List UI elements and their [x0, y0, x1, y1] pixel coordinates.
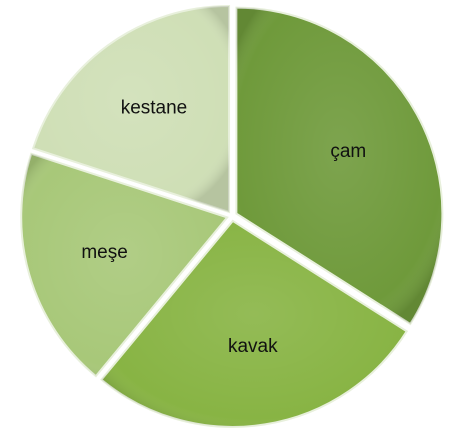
slice-label: meşe: [81, 242, 127, 263]
slice-shade: [33, 5, 230, 212]
slice-shade: [236, 7, 443, 324]
slice-shade: [101, 220, 407, 427]
slice-label: kestane: [121, 98, 188, 119]
slice-label: çam: [330, 141, 366, 162]
slice-shade: [21, 153, 228, 377]
slice-label: kavak: [228, 336, 278, 357]
